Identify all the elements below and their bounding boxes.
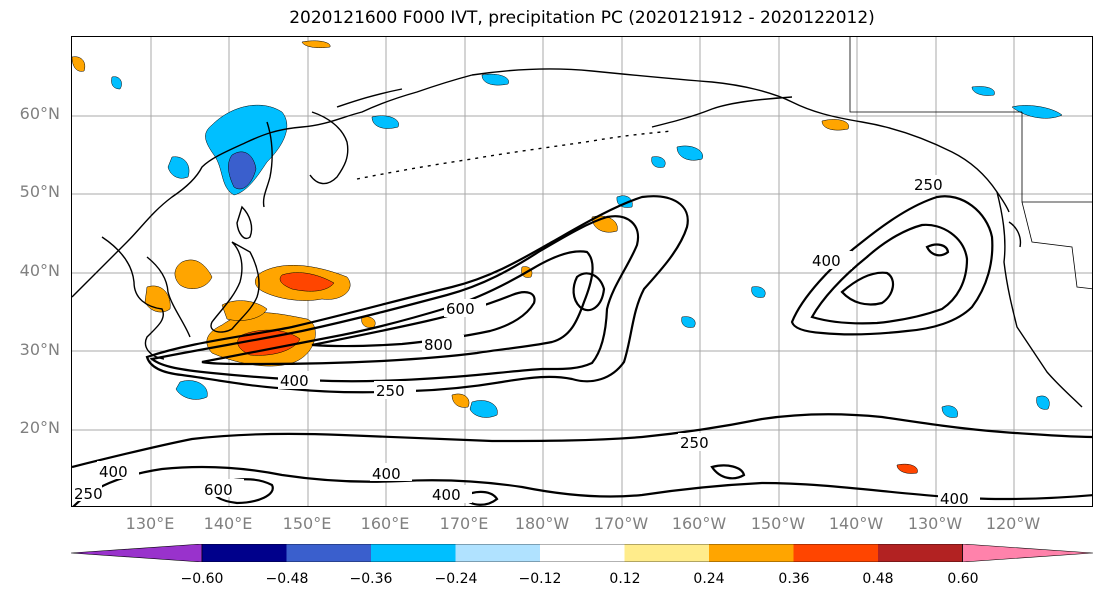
colorbar-tick: −0.60: [180, 571, 224, 587]
colorbar-segments: [71, 544, 1093, 562]
colorbar-tick: 0.24: [693, 571, 725, 587]
coastlines: [72, 68, 1083, 408]
colorbar-tick: 0.36: [778, 571, 810, 587]
precip-shading: [72, 40, 1063, 474]
contour-labels: 600 800 400 250 400 250 400 600 400 250 …: [72, 175, 980, 507]
colorbar: [71, 544, 1093, 562]
colorbar-extend-high: [962, 544, 1093, 562]
lon-label: 180°W: [514, 514, 570, 533]
lat-label: 30°N: [19, 340, 60, 359]
contour-label: 400: [940, 490, 969, 507]
colorbar-extend-low: [71, 544, 203, 562]
contour-label: 800: [424, 336, 453, 354]
ivt-contours: [72, 195, 1092, 506]
lon-label: 130°E: [125, 514, 175, 533]
lat-label: 50°N: [19, 182, 60, 201]
contour-label: 400: [280, 372, 309, 390]
contour-label: 600: [446, 300, 475, 318]
lon-label: 130°W: [907, 514, 963, 533]
contour-label: 250: [914, 176, 943, 194]
map-area[interactable]: 600 800 400 250 400 250 400 600 400 250 …: [71, 36, 1093, 507]
map-svg: 600 800 400 250 400 250 400 600 400 250 …: [72, 37, 1092, 507]
lon-label: 150°W: [750, 514, 806, 533]
lon-label: 150°E: [282, 514, 332, 533]
colorbar-tick: −0.12: [518, 571, 562, 587]
colorbar-segment: [202, 544, 287, 562]
lon-label: 170°E: [439, 514, 489, 533]
contour-label: 250: [376, 382, 405, 400]
graticule: [72, 37, 1092, 506]
colorbar-segment: [371, 544, 456, 562]
colorbar-tick: −0.24: [434, 571, 478, 587]
colorbar-segment: [709, 544, 794, 562]
map-title: 2020121600 F000 IVT, precipitation PC (2…: [289, 8, 875, 28]
lat-label: 20°N: [19, 418, 60, 437]
colorbar-segment: [878, 544, 963, 562]
contour-label: 400: [99, 463, 128, 481]
lon-label: 160°W: [671, 514, 727, 533]
contour-label: 400: [372, 465, 401, 483]
colorbar-outline: [201, 544, 963, 562]
colorbar-tick: −0.36: [349, 571, 393, 587]
colorbar-tick: 0.48: [862, 571, 894, 587]
colorbar-tick: −0.48: [265, 571, 309, 587]
colorbar-tick: 0.12: [609, 571, 641, 587]
colorbar-segment: [286, 544, 372, 562]
lat-label: 60°N: [19, 104, 60, 123]
contour-label: 250: [74, 485, 103, 503]
colorbar-tick: 0.60: [947, 571, 979, 587]
lon-label: 160°E: [360, 514, 410, 533]
lon-label: 120°W: [985, 514, 1041, 533]
lon-label: 140°E: [203, 514, 253, 533]
borders: [849, 37, 1092, 290]
contour-label: 400: [812, 252, 841, 270]
colorbar-segment: [455, 544, 541, 562]
contour-label: 400: [432, 486, 461, 504]
lat-label: 40°N: [19, 261, 60, 280]
colorbar-segment: [540, 544, 625, 562]
lon-label: 140°W: [828, 514, 884, 533]
colorbar-segment: [793, 544, 879, 562]
contour-label: 250: [680, 434, 709, 452]
contour-label: 600: [204, 481, 233, 499]
lon-label: 170°W: [593, 514, 649, 533]
colorbar-segment: [624, 544, 710, 562]
